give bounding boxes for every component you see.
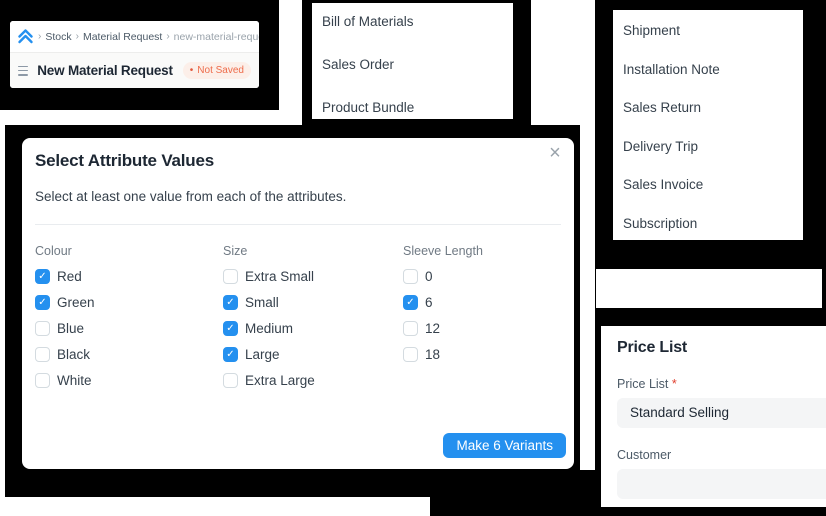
checkbox-option-6[interactable]: ✓ 6: [403, 289, 579, 315]
menu-item-bill-of-materials[interactable]: Bill of Materials: [322, 14, 414, 29]
menu-item-shipment[interactable]: Shipment: [623, 23, 681, 38]
checkbox[interactable]: ✓: [403, 294, 418, 310]
required-marker: *: [671, 377, 677, 391]
checkbox-label: Green: [57, 294, 95, 310]
menu-item-delivery-trip[interactable]: Delivery Trip: [623, 138, 699, 154]
attribute-column-colour: Colour ✓ Red ✓ Green Blue Black: [35, 244, 211, 393]
checkbox-option-red[interactable]: ✓ Red: [35, 263, 211, 289]
checkbox-label: Extra Large: [245, 372, 315, 388]
checkbox-label: Small: [245, 294, 279, 310]
make-variants-button[interactable]: Make 6 Variants: [443, 433, 566, 458]
breadcrumb-item-current[interactable]: new-material-request-1: [173, 30, 259, 43]
status-badge: • Not Saved: [182, 62, 251, 79]
checkbox-label: 18: [425, 346, 441, 362]
status-badge-label: Not Saved: [197, 65, 244, 76]
checkbox[interactable]: ✓: [223, 320, 238, 336]
breadcrumb-separator: ›: [166, 31, 170, 42]
checkbox[interactable]: ✓: [35, 294, 50, 310]
attribute-column-sleeve-length: Sleeve Length 0 ✓ 6 12 18: [403, 244, 579, 367]
checkbox[interactable]: [223, 268, 238, 284]
panel-title: Price List: [617, 339, 688, 356]
checkbox-option-black[interactable]: Black: [35, 341, 211, 367]
menu-item-installation-note[interactable]: Installation Note: [623, 61, 720, 77]
checkbox-label: 6: [425, 294, 433, 310]
page-head: New Material Request • Not Saved: [10, 52, 259, 88]
price-list-panel: Price List Price List * Standard Selling…: [601, 326, 826, 507]
modal-divider: [35, 224, 561, 225]
checkbox-option-12[interactable]: 12: [403, 315, 579, 341]
checkbox-option-medium[interactable]: ✓ Medium: [223, 315, 399, 341]
customer-field-label: Customer: [617, 448, 826, 463]
checkbox[interactable]: [35, 372, 50, 388]
breadcrumb-separator: ›: [38, 31, 42, 42]
checkbox-label: 12: [425, 320, 441, 336]
checkbox-label: Black: [57, 346, 91, 362]
checkbox-option-blue[interactable]: Blue: [35, 315, 211, 341]
menu-item-sales-invoice[interactable]: Sales Invoice: [623, 177, 704, 192]
attribute-column-size: Size Extra Small ✓ Small ✓ Medium ✓ Larg…: [223, 244, 399, 393]
menu-item-sales-order[interactable]: Sales Order: [322, 57, 395, 72]
attribute-name: Size: [223, 244, 248, 258]
checkbox-label: Large: [245, 346, 280, 362]
checkbox-option-small[interactable]: ✓ Small: [223, 289, 399, 315]
attribute-columns: Colour ✓ Red ✓ Green Blue Black: [35, 225, 561, 425]
checkbox-option-white[interactable]: White: [35, 367, 211, 393]
checkbox-label: Medium: [245, 320, 294, 336]
status-dot-icon: •: [189, 64, 194, 76]
checkbox-option-18[interactable]: 18: [403, 341, 579, 367]
checkbox[interactable]: [35, 320, 50, 336]
checkbox-label: White: [57, 372, 92, 388]
checkbox-option-large[interactable]: ✓ Large: [223, 341, 399, 367]
modal-subtitle: Select at least one value from each of t…: [35, 189, 347, 204]
price-list-input[interactable]: Standard Selling: [617, 398, 826, 428]
checkbox[interactable]: [403, 268, 418, 284]
dropdown-menu-get-items: Bill of Materials Sales Order Product Bu…: [312, 3, 513, 119]
select-attribute-values-modal: Select Attribute Values × Select at leas…: [22, 138, 574, 469]
menu-item-subscription[interactable]: Subscription: [623, 215, 698, 231]
blank-panel-fragment: [596, 269, 822, 308]
checkbox-option-extra-large[interactable]: Extra Large: [223, 367, 399, 393]
attribute-name: Colour: [35, 244, 72, 258]
checkbox-label: Blue: [57, 320, 85, 336]
checkbox[interactable]: ✓: [35, 268, 50, 284]
page-title: New Material Request: [37, 63, 173, 78]
checkbox[interactable]: [223, 372, 238, 388]
checkbox[interactable]: [35, 346, 50, 362]
close-icon[interactable]: ×: [549, 142, 561, 164]
checkbox-label: 0: [425, 268, 433, 284]
sidebar-toggle-icon[interactable]: [18, 65, 29, 76]
checkbox-label: Red: [57, 268, 82, 284]
checkbox[interactable]: [403, 346, 418, 362]
checkbox-option-green[interactable]: ✓ Green: [35, 289, 211, 315]
breadcrumb-separator: ›: [75, 31, 79, 42]
breadcrumb-item-stock[interactable]: Stock: [45, 30, 72, 43]
page-header-card: › Stock › Material Request › new-materia…: [10, 21, 259, 88]
checkbox[interactable]: ✓: [223, 346, 238, 362]
customer-input[interactable]: [617, 469, 826, 499]
checkbox-option-0[interactable]: 0: [403, 263, 579, 289]
dropdown-menu-documents: Shipment Installation Note Sales Return …: [613, 10, 803, 240]
menu-item-sales-return[interactable]: Sales Return: [623, 100, 702, 115]
backdrop-block-bottom: [430, 470, 595, 516]
checkbox[interactable]: [403, 320, 418, 336]
checkbox-option-extra-small[interactable]: Extra Small: [223, 263, 399, 289]
menu-item-product-bundle[interactable]: Product Bundle: [322, 100, 415, 115]
app-logo-icon[interactable]: [17, 29, 34, 44]
breadcrumb-item-material-request[interactable]: Material Request: [82, 30, 163, 43]
checkbox-label: Extra Small: [245, 268, 315, 284]
attribute-name: Sleeve Length: [403, 244, 483, 258]
checkbox[interactable]: ✓: [223, 294, 238, 310]
modal-footer: Make 6 Variants: [443, 433, 566, 458]
modal-title: Select Attribute Values: [35, 151, 214, 170]
field-label-text: Price List: [617, 377, 669, 391]
field-label-text: Customer: [617, 448, 672, 462]
breadcrumb: › Stock › Material Request › new-materia…: [10, 21, 259, 52]
price-list-field-label: Price List *: [617, 377, 826, 392]
